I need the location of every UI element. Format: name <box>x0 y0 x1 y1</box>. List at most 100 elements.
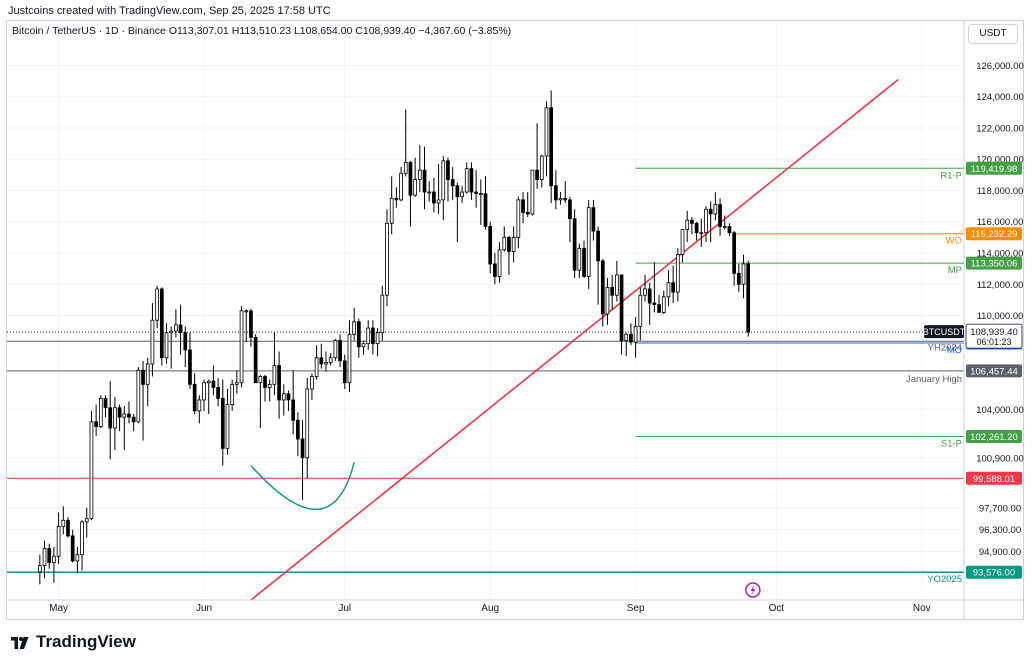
bull-candle <box>685 210 690 243</box>
axis-price-text: 106,457.44 <box>970 366 1018 377</box>
bear-candle <box>220 379 225 466</box>
candle-body <box>741 263 746 285</box>
bull-candle <box>675 248 680 302</box>
candle-body <box>690 219 694 224</box>
bear-candle <box>103 395 108 418</box>
candle-body <box>605 286 610 315</box>
bull-candle <box>633 317 638 358</box>
low-value: L108,654.00 <box>293 25 353 37</box>
bull-candle <box>225 388 230 455</box>
candle-body <box>131 416 136 423</box>
bear-candle <box>94 404 98 436</box>
bull-candle <box>42 540 47 579</box>
bull-candle <box>235 370 239 394</box>
candle-body <box>413 179 417 196</box>
bull-candle <box>464 162 469 194</box>
candle-body <box>70 535 75 562</box>
candle-body <box>42 548 47 567</box>
green-arc <box>250 462 355 511</box>
level-tag: YO2025 <box>927 574 962 585</box>
bear-candle <box>127 401 131 424</box>
bull-candle <box>544 101 549 177</box>
bear-candle <box>291 370 296 435</box>
candle-body <box>554 185 558 201</box>
candle-body <box>638 294 643 327</box>
candle-body <box>502 236 507 251</box>
bull-candle <box>413 157 417 197</box>
bull-candle <box>460 185 464 203</box>
currency-button[interactable]: USDT <box>968 24 1018 44</box>
candle-body <box>244 310 249 313</box>
bull-candle <box>704 206 708 243</box>
candle-body <box>736 272 741 285</box>
bull-candle <box>389 176 394 235</box>
bull-candle <box>52 546 56 583</box>
price-grid <box>7 22 964 600</box>
bull-candle <box>267 379 272 402</box>
candle-body <box>568 199 572 220</box>
candle-body <box>80 521 84 556</box>
candle-body <box>427 191 432 194</box>
bull-candle <box>530 169 535 216</box>
candle-body <box>225 404 230 449</box>
candle-body <box>493 263 497 277</box>
price-tick-label: 120,000.00 <box>976 155 1024 166</box>
close-value: C108,939.40 <box>355 25 416 37</box>
bull-candle <box>511 226 516 263</box>
candle-body <box>375 332 380 345</box>
candle-body <box>61 519 66 527</box>
bear-candle <box>108 381 113 460</box>
axis-price-label: 99,588.01 <box>966 471 1022 485</box>
bull-candle <box>98 395 103 429</box>
bear-candle <box>610 274 615 310</box>
price-tick-label: 96,300.00 <box>979 525 1021 536</box>
bear-candle <box>422 146 427 210</box>
candle-body <box>694 222 699 234</box>
bear-candle <box>141 360 145 441</box>
bear-candle <box>474 170 478 208</box>
bull-candle <box>206 379 211 414</box>
candle-body <box>680 229 685 255</box>
bear-candle <box>408 160 413 227</box>
bear-candle <box>188 332 192 389</box>
candle-body <box>253 337 258 384</box>
price-tick-label: 100,900.00 <box>976 453 1024 464</box>
chart-attribution: Justcoins created with TradingView.com, … <box>8 5 331 17</box>
time-tick-label: Aug <box>481 603 499 614</box>
bull-candle <box>558 192 563 205</box>
candle-body <box>366 327 371 345</box>
time-tick-label: Jul <box>338 603 351 614</box>
candle-body <box>188 349 192 385</box>
bull-candle <box>643 274 647 302</box>
candle-body <box>347 333 352 384</box>
axis-price-pill <box>966 161 1022 175</box>
candle-body <box>66 519 70 537</box>
axis-price-pill <box>966 429 1022 443</box>
candle-body <box>722 226 727 228</box>
bear-candle <box>432 177 436 213</box>
bear-candle <box>356 318 361 358</box>
bull-candle <box>713 192 718 221</box>
candle-body <box>591 207 596 232</box>
bear-candle <box>253 334 258 384</box>
price-tick-label: 112,000.00 <box>977 280 1024 291</box>
candle-body <box>572 218 577 271</box>
bull-candle <box>89 410 94 521</box>
candle-body <box>558 197 563 201</box>
bull-candle <box>84 507 89 538</box>
candle-body <box>371 327 375 345</box>
candle-body <box>385 222 389 296</box>
bear-candle <box>342 354 347 389</box>
axis-price-pill <box>966 471 1022 485</box>
bull-candle <box>375 328 380 357</box>
bear-candle <box>694 221 699 241</box>
bull-candle <box>197 395 202 424</box>
candle-body <box>52 555 56 563</box>
bear-candle <box>629 323 633 346</box>
bear-candle <box>446 157 450 202</box>
level-tag: MO <box>947 345 962 356</box>
bull-candle <box>624 332 629 357</box>
bull-candle <box>61 506 66 535</box>
candle-body <box>98 397 103 427</box>
